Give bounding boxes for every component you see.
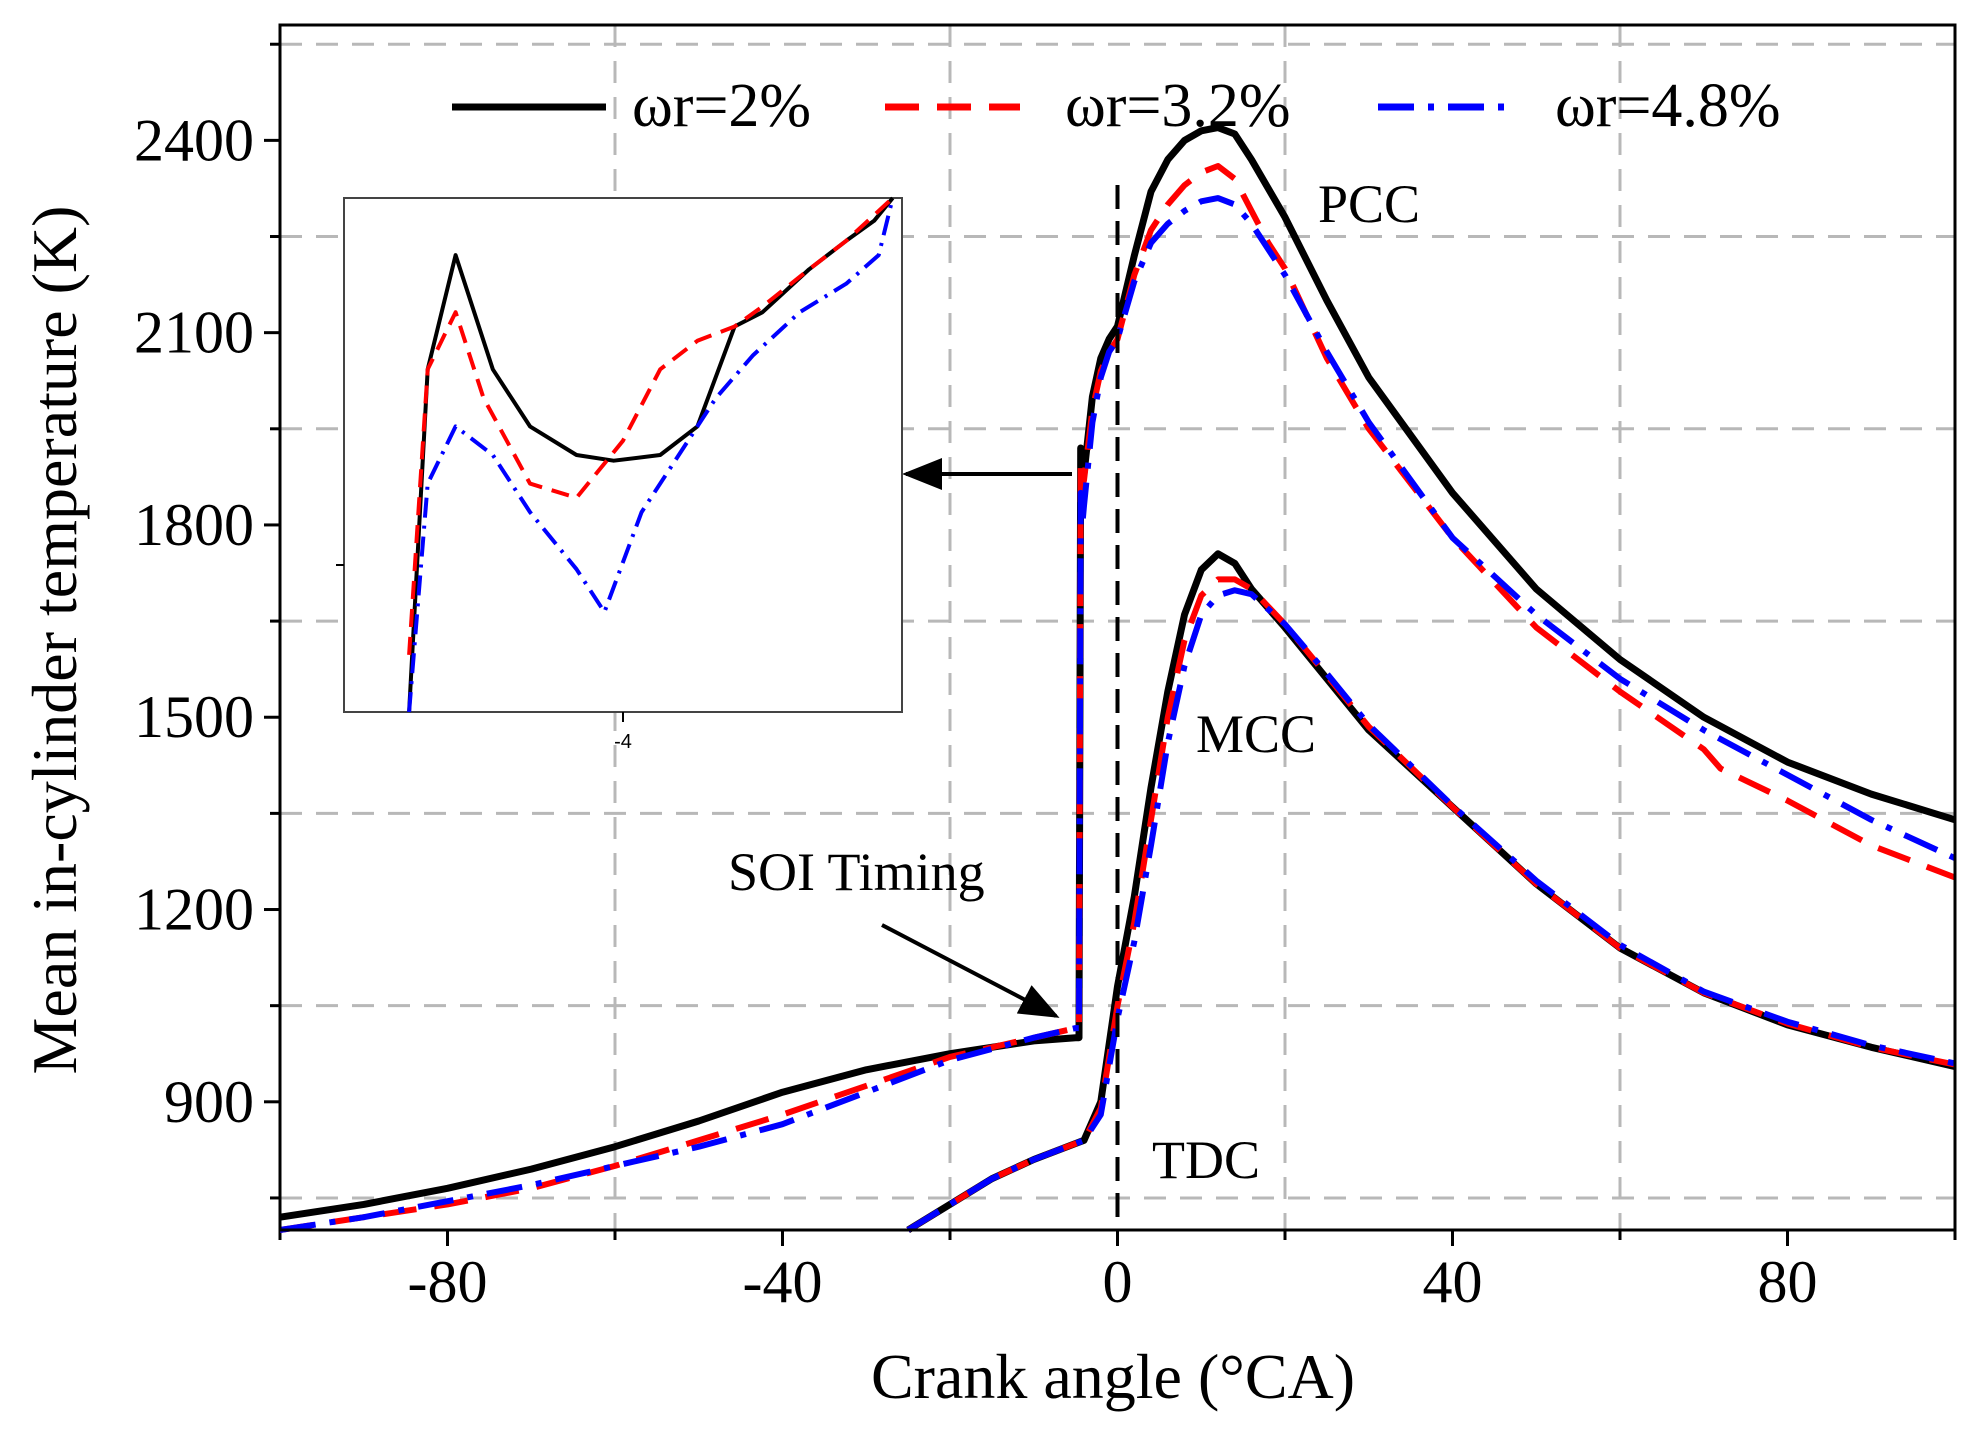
legend: ωr=2% ωr=3.2% ωr=4.8% (452, 72, 1781, 140)
x-tick-label: 0 (1103, 1249, 1133, 1315)
annotation-soi-timing: SOI Timing (728, 842, 985, 902)
x-tick-label: -80 (408, 1249, 488, 1315)
legend-label-w2: ωr=2% (632, 72, 811, 140)
y-tick-label: 1500 (134, 684, 254, 750)
axis-ticks: -80 -40 0 40 80 900 1200 1500 1800 2100 2400 (134, 42, 1957, 1315)
series-line-pcc-w32 (279, 163, 1957, 1233)
soi-arrow (881, 923, 1060, 1018)
legend-label-w32: ωr=3.2% (1065, 72, 1291, 140)
y-tick-label: 2400 (134, 107, 254, 173)
inset-series-line-w32 (407, 196, 895, 656)
annotation-tdc: TDC (1152, 1130, 1260, 1190)
series-line-mcc-w48 (906, 587, 1956, 1233)
series-lines (279, 124, 1957, 1233)
x-tick-label: 80 (1758, 1249, 1818, 1315)
x-tick-label: 40 (1423, 1249, 1483, 1315)
annotation-mcc: MCC (1196, 704, 1316, 764)
series-line-pcc-w48 (279, 195, 1957, 1233)
inset-series-line-w48 (407, 197, 895, 713)
inset: -4 (336, 196, 903, 753)
annotation-pcc: PCC (1318, 174, 1420, 234)
x-axis-title: Crank angle (°CA) (871, 1341, 1355, 1412)
y-tick-label: 1200 (134, 877, 254, 943)
y-axis-title: Mean in-cylinder temperature (K) (19, 206, 90, 1075)
x-tick-label: -40 (743, 1249, 823, 1315)
inset-frame (343, 197, 903, 713)
y-tick-label: 900 (164, 1069, 254, 1135)
legend-label-w48: ωr=4.8% (1555, 72, 1781, 140)
inset-x-tick-label: -4 (614, 731, 632, 753)
series-line-pcc-w2 (279, 124, 1957, 1221)
inset-series (407, 196, 895, 713)
y-tick-label: 1800 (134, 492, 254, 558)
y-tick-label: 2100 (134, 300, 254, 366)
inset-series-line-w2 (407, 196, 895, 713)
